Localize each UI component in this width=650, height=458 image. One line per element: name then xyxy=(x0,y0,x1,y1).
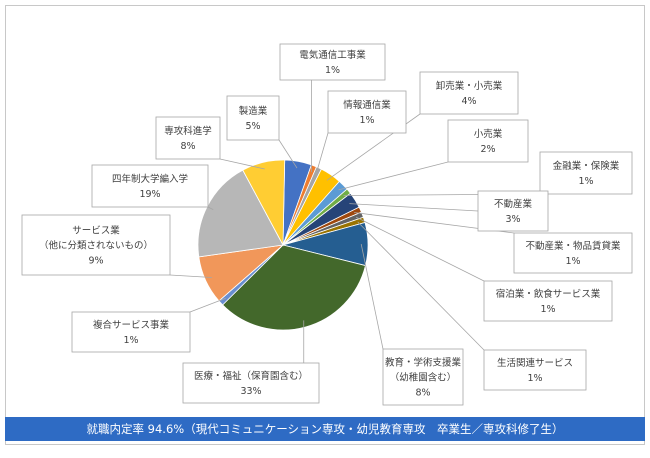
data-label-box xyxy=(483,280,613,322)
data-label-category: 宿泊業・飲食サービス業 xyxy=(496,288,601,300)
data-label-category: 専攻科進学 xyxy=(164,125,212,137)
data-label-category: サービス業 xyxy=(72,225,120,237)
data-label-category: （他に分類されないもの） xyxy=(39,240,153,252)
data-label-category: 四年制大学編入学 xyxy=(112,173,188,185)
leader-line xyxy=(349,203,479,212)
data-label-value: 1% xyxy=(359,115,374,126)
data-label-box xyxy=(513,232,633,274)
leader-line xyxy=(360,243,384,350)
data-label-value: 1% xyxy=(527,373,542,384)
data-label-value: 2% xyxy=(480,144,495,155)
leader-line xyxy=(189,297,226,313)
data-label-category: 教育・学術支援業 xyxy=(385,357,462,369)
leader-line xyxy=(355,216,485,282)
leader-line xyxy=(169,274,212,278)
data-label-category: 医療・福祉（保育園含む） xyxy=(194,370,308,382)
data-label-value: 1% xyxy=(325,65,340,76)
pie-slice xyxy=(242,159,286,247)
data-label-category: 生活関連サービス xyxy=(497,357,573,369)
data-label-box xyxy=(483,349,587,391)
data-label-value: 1% xyxy=(565,256,580,267)
data-label-value: 9% xyxy=(88,256,103,267)
data-label-category: 電気通信工事業 xyxy=(299,49,366,61)
leader-line xyxy=(315,132,329,175)
data-label-category: 卸売業・小売業 xyxy=(436,80,503,92)
data-label-box xyxy=(539,151,633,195)
data-label-value: 1% xyxy=(123,335,138,346)
data-label-box xyxy=(327,90,407,134)
leader-line xyxy=(357,221,485,351)
data-label-box xyxy=(21,214,171,276)
data-label-box xyxy=(155,116,221,160)
data-label-box xyxy=(182,362,320,404)
pie-slice xyxy=(222,244,366,331)
data-label-value: 8% xyxy=(415,388,430,399)
footer-banner: 就職内定率 94.6%（現代コミュニケーション専攻・幼児教育専攻 卒業生／専攻科… xyxy=(5,417,645,441)
data-label-box xyxy=(447,119,529,163)
leader-line xyxy=(278,139,298,169)
data-label-box xyxy=(91,164,209,208)
data-label-value: 3% xyxy=(505,214,520,225)
data-label-value: 1% xyxy=(540,304,555,315)
leader-line xyxy=(207,206,214,211)
data-label-box xyxy=(382,348,464,406)
data-label-box xyxy=(226,95,280,141)
data-label-value: 4% xyxy=(461,96,476,107)
data-label-category: 金融業・保険業 xyxy=(553,160,620,172)
data-label-category: 不動産業・物品賃貸業 xyxy=(525,240,621,252)
data-label-category: 複合サービス事業 xyxy=(93,319,170,331)
data-label-box xyxy=(419,71,519,115)
data-label-value: 1% xyxy=(578,176,593,187)
leader-line xyxy=(338,161,449,191)
footer-text: 就職内定率 94.6%（現代コミュニケーション専攻・幼児教育専攻 卒業生／専攻科… xyxy=(86,422,564,436)
data-label-value: 5% xyxy=(245,121,260,132)
data-label-category: （幼稚園含む） xyxy=(390,372,457,384)
data-label-category: 小売業 xyxy=(474,128,503,140)
leader-line xyxy=(219,158,265,170)
data-label-category: 情報通信業 xyxy=(343,99,391,111)
data-label-box xyxy=(477,190,549,232)
data-label-value: 19% xyxy=(139,189,160,200)
data-label-box xyxy=(71,311,191,353)
data-label-box xyxy=(279,43,386,81)
data-label-category: 不動産業 xyxy=(494,198,533,210)
data-label-value: 8% xyxy=(180,141,195,152)
data-label-value: 33% xyxy=(240,386,261,397)
data-label-category: 製造業 xyxy=(239,105,268,117)
